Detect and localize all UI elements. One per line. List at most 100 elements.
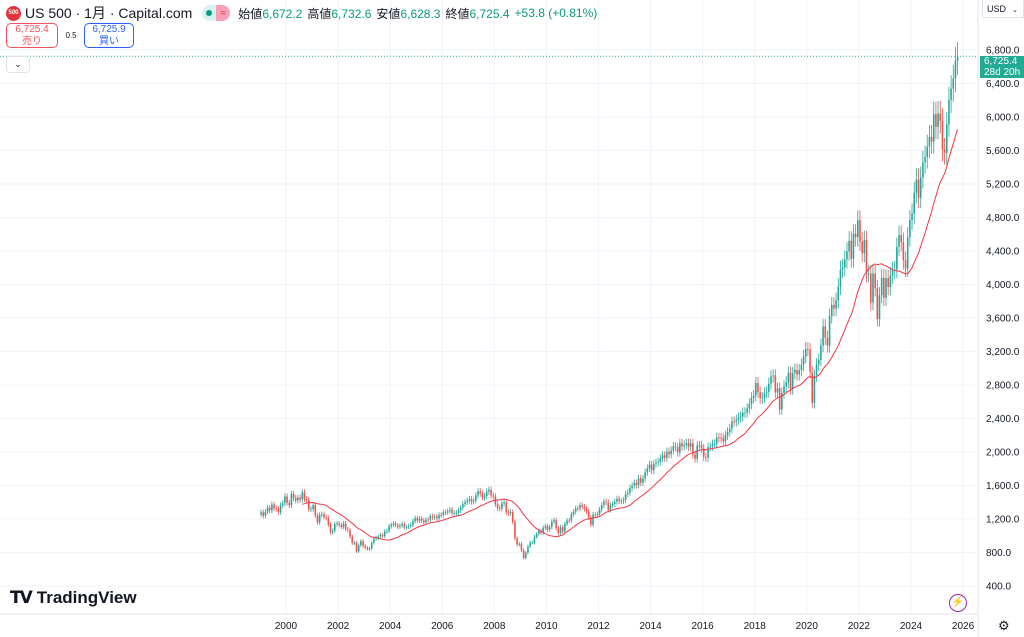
candle-body (425, 519, 427, 523)
candle-body (405, 527, 408, 528)
candle-body (331, 530, 334, 533)
candle-body (323, 514, 325, 517)
candle-body (655, 462, 657, 464)
candle-body (548, 527, 551, 530)
candle-body (464, 502, 466, 505)
candle-body (642, 478, 644, 483)
candle-body (744, 412, 746, 414)
candle-body (290, 493, 293, 506)
candle-body (566, 520, 568, 524)
candle-body (327, 518, 330, 525)
candle-body (275, 508, 278, 509)
candle-body (863, 240, 866, 254)
candle-body (880, 277, 883, 296)
settings-icon[interactable]: ⚙ (998, 618, 1010, 633)
candle-body (553, 520, 555, 522)
candle-body (535, 533, 538, 537)
candle-body (344, 523, 347, 530)
buy-button[interactable]: 6,725.9 買い (84, 23, 134, 48)
sell-button[interactable]: 6,725.4 売り (6, 23, 58, 48)
symbol-title[interactable]: US 500 · 1月 · Capital.com (25, 5, 193, 21)
candle-body (561, 527, 564, 532)
candle-body (572, 511, 575, 515)
lightning-icon[interactable]: ⚡ (949, 594, 967, 612)
candle-body (583, 506, 586, 509)
candle-body (334, 524, 336, 531)
candle-body (262, 512, 265, 516)
candle-body (650, 464, 653, 471)
collapse-legend-button[interactable]: ⌄ (6, 56, 30, 73)
x-tick-label: 2010 (535, 621, 558, 632)
candle-body (544, 526, 547, 528)
candle-body (802, 356, 805, 366)
candle-body (312, 505, 314, 509)
candle-body (292, 493, 295, 498)
candle-body (459, 507, 462, 511)
candle-body (520, 543, 523, 551)
candle-body (355, 542, 358, 552)
candle-body (663, 455, 666, 458)
candle-body (913, 192, 916, 214)
candle-body (527, 546, 529, 553)
candle-body (294, 497, 297, 501)
currency-selector[interactable]: USD ⌄ (982, 0, 1024, 18)
chevron-down-icon: ⌄ (1012, 7, 1018, 14)
y-tick-label: 3,600.0 (986, 314, 1020, 325)
candle-body (702, 448, 705, 458)
candle-body (581, 505, 584, 507)
candle-body (609, 505, 612, 510)
candle-body (353, 542, 356, 544)
ohlc-high: 高値6,732.6 (307, 6, 372, 21)
candle-body (488, 489, 490, 492)
candle-body (577, 508, 579, 510)
candle-body (687, 443, 690, 447)
y-tick-label: 2,800.0 (986, 381, 1020, 392)
tradingview-logo[interactable]: 𝗧𝗩 TradingView (10, 588, 137, 607)
candle-body (900, 235, 902, 242)
candle-body (472, 500, 475, 502)
candle-body (264, 511, 267, 516)
candle-body (470, 499, 473, 502)
candle-body (772, 375, 774, 377)
candle-body (600, 505, 603, 510)
candle-body (848, 240, 850, 252)
candle-body (364, 545, 367, 548)
candle-body (852, 233, 855, 259)
candle-body (685, 443, 688, 445)
candle-body (705, 457, 707, 458)
candle-body (917, 179, 920, 198)
candle-body (748, 403, 751, 409)
candle-body (329, 524, 332, 533)
candle-body (718, 437, 720, 439)
candle-body (529, 542, 531, 547)
candle-body (867, 273, 870, 275)
x-tick-label: 2004 (379, 621, 402, 632)
candle-body (349, 530, 351, 537)
market-open-dot-icon (202, 5, 217, 21)
candle-body (817, 359, 820, 365)
candle-body (607, 502, 610, 510)
candle-body (839, 269, 842, 287)
candle-body (956, 56, 959, 61)
candle-body (368, 548, 371, 550)
candle-body (752, 395, 755, 398)
candle-body (739, 416, 742, 418)
market-status-toggle[interactable]: ≈ (202, 5, 231, 21)
candle-body (390, 524, 393, 527)
x-tick-label: 2000 (275, 621, 298, 632)
candle-body (297, 497, 299, 501)
candle-body (755, 382, 757, 396)
candle-body (605, 501, 607, 503)
candle-body (620, 500, 623, 502)
candle-body (689, 443, 692, 447)
candle-body (728, 428, 731, 432)
candle-body (639, 478, 642, 483)
candle-body (462, 504, 464, 508)
candle-body (375, 537, 377, 539)
candle-body (698, 445, 701, 447)
candle-body (646, 468, 649, 473)
candle-body (325, 516, 327, 519)
candle-body (485, 491, 488, 497)
candle-body (811, 372, 814, 404)
